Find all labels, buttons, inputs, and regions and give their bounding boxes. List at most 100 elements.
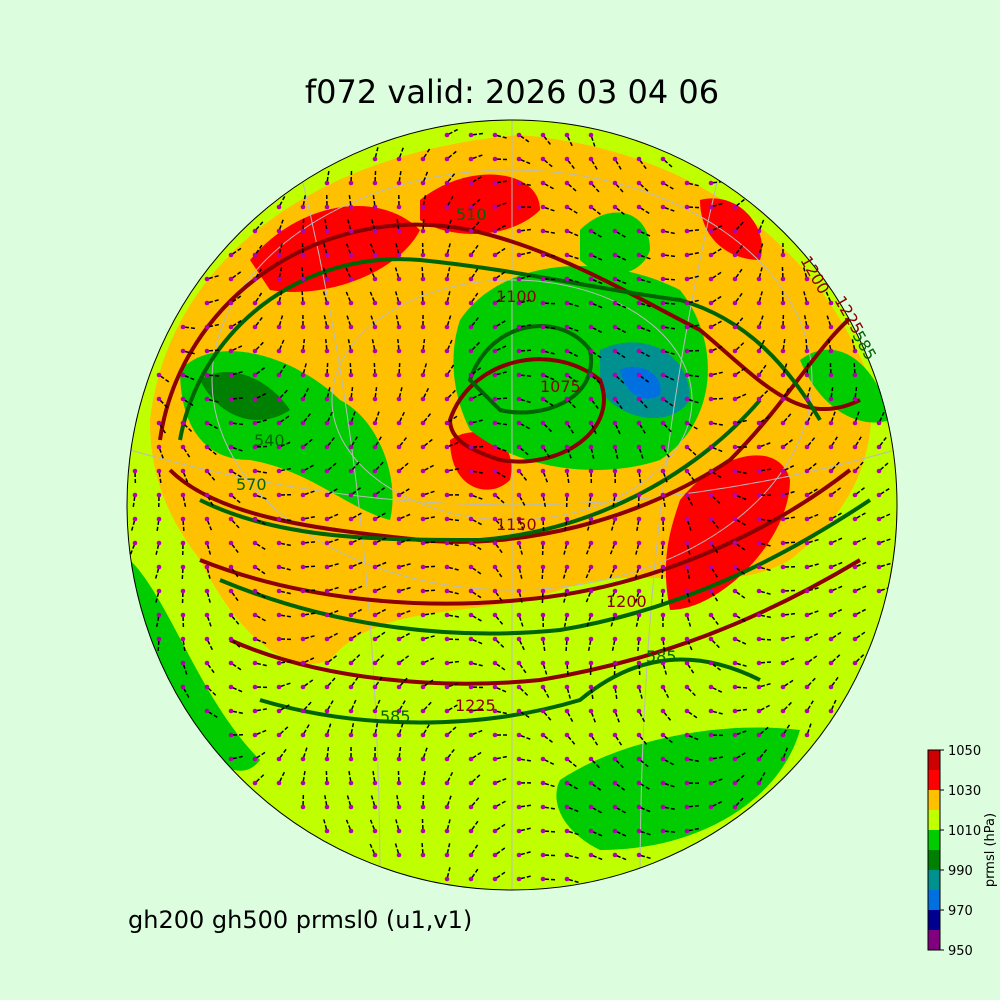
wind-point	[780, 540, 786, 546]
wind-point	[492, 828, 498, 834]
wind-point	[468, 420, 474, 426]
wind-point	[612, 180, 618, 186]
wind-point	[684, 684, 690, 690]
wind-point	[804, 708, 810, 714]
wind-point	[156, 516, 162, 522]
wind-point	[468, 708, 474, 714]
wind-point	[732, 564, 738, 570]
wind-point	[396, 372, 402, 378]
wind-point	[660, 372, 666, 378]
wind-point	[180, 492, 186, 498]
wind-point	[324, 804, 330, 810]
wind-point	[636, 804, 642, 810]
wind-point	[180, 588, 186, 594]
wind-point	[540, 204, 546, 210]
wind-point	[564, 612, 570, 618]
wind-point	[516, 588, 522, 594]
wind-point	[420, 564, 426, 570]
wind-point	[228, 756, 234, 762]
wind-point	[252, 300, 258, 306]
wind-point	[612, 300, 618, 306]
wind-point	[756, 564, 762, 570]
wind-point	[492, 612, 498, 618]
wind-point	[348, 300, 354, 306]
wind-point	[732, 252, 738, 258]
wind-point	[276, 228, 282, 234]
wind-point	[852, 612, 858, 618]
wind-point	[444, 348, 450, 354]
wind-point	[228, 252, 234, 258]
wind-point	[324, 468, 330, 474]
wind-point	[684, 468, 690, 474]
wind-point	[516, 564, 522, 570]
wind-point	[564, 756, 570, 762]
wind-point	[588, 588, 594, 594]
wind-point	[252, 492, 258, 498]
wind-point	[636, 492, 642, 498]
wind-point	[396, 420, 402, 426]
wind-point	[492, 684, 498, 690]
wind-point	[180, 444, 186, 450]
wind-point	[228, 636, 234, 642]
wind-point	[444, 324, 450, 330]
high-pressure	[700, 198, 762, 260]
wind-point	[180, 636, 186, 642]
wind-point	[780, 756, 786, 762]
wind-point	[348, 180, 354, 186]
wind-point	[396, 684, 402, 690]
wind-point	[756, 756, 762, 762]
wind-point	[612, 492, 618, 498]
wind-barbs	[129, 128, 891, 884]
wind-point	[468, 324, 474, 330]
wind-point	[516, 156, 522, 162]
wind-point	[612, 516, 618, 522]
wind-point	[276, 660, 282, 666]
wind-point	[708, 468, 714, 474]
wind-point	[588, 660, 594, 666]
wind-point	[660, 564, 666, 570]
wind-point	[420, 396, 426, 402]
wind-point	[588, 780, 594, 786]
wind-point	[444, 828, 450, 834]
wind-point	[804, 468, 810, 474]
wind-point	[516, 852, 522, 858]
wind-point	[252, 444, 258, 450]
low-pressure	[556, 727, 800, 850]
wind-point	[252, 732, 258, 738]
wind-point	[588, 276, 594, 282]
wind-point	[708, 588, 714, 594]
wind-point	[756, 396, 762, 402]
wind-point	[540, 828, 546, 834]
wind-point	[684, 612, 690, 618]
wind-point	[564, 180, 570, 186]
wind-point	[204, 348, 210, 354]
wind-point	[468, 180, 474, 186]
wind-point	[156, 444, 162, 450]
wind-point	[444, 420, 450, 426]
wind-point	[828, 564, 834, 570]
wind-point	[564, 708, 570, 714]
wind-point	[660, 420, 666, 426]
wind-point	[876, 420, 882, 426]
wind-point	[372, 468, 378, 474]
wind-point	[828, 708, 834, 714]
colorbar-tick-label: 1030	[948, 784, 981, 799]
wind-point	[732, 348, 738, 354]
wind-point	[756, 780, 762, 786]
wind-point	[780, 684, 786, 690]
wind-point	[444, 588, 450, 594]
wind-point	[396, 852, 402, 858]
wind-point	[588, 180, 594, 186]
wind-point	[444, 708, 450, 714]
wind-point	[852, 348, 858, 354]
wind-point	[492, 276, 498, 282]
wind-point	[588, 372, 594, 378]
wind-point	[852, 564, 858, 570]
wind-point	[276, 732, 282, 738]
wind-point	[516, 684, 522, 690]
wind-point	[444, 684, 450, 690]
wind-point	[444, 612, 450, 618]
wind-point	[372, 684, 378, 690]
wind-point	[300, 660, 306, 666]
wind-point	[756, 468, 762, 474]
